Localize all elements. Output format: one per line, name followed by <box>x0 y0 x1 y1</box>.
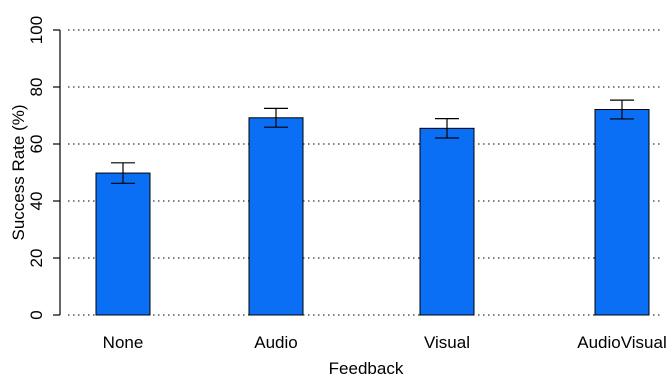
y-tick-label: 60 <box>27 135 46 154</box>
y-tick-label: 20 <box>27 249 46 268</box>
x-tick-label: None <box>103 333 144 352</box>
bar <box>419 127 475 316</box>
y-tick-label: 40 <box>27 192 46 211</box>
y-axis: 0 20 40 60 80 100 <box>27 16 61 320</box>
bar <box>95 172 151 316</box>
y-tick-label: 0 <box>27 310 46 319</box>
x-tick-label: Audio <box>254 333 297 352</box>
x-axis-label: Feedback <box>329 359 404 378</box>
y-tick-label: 100 <box>27 16 46 44</box>
x-tick-label: Visual <box>424 333 470 352</box>
x-tick-labels: None Audio Visual AudioVisual <box>103 333 667 352</box>
gridlines <box>68 29 662 316</box>
bar <box>594 109 650 316</box>
x-tick-label: AudioVisual <box>577 333 666 352</box>
bar <box>248 117 304 316</box>
y-tick-label: 80 <box>27 78 46 97</box>
error-bars <box>111 99 634 184</box>
y-axis-label: Success Rate (%) <box>9 104 28 240</box>
bars <box>95 109 650 316</box>
